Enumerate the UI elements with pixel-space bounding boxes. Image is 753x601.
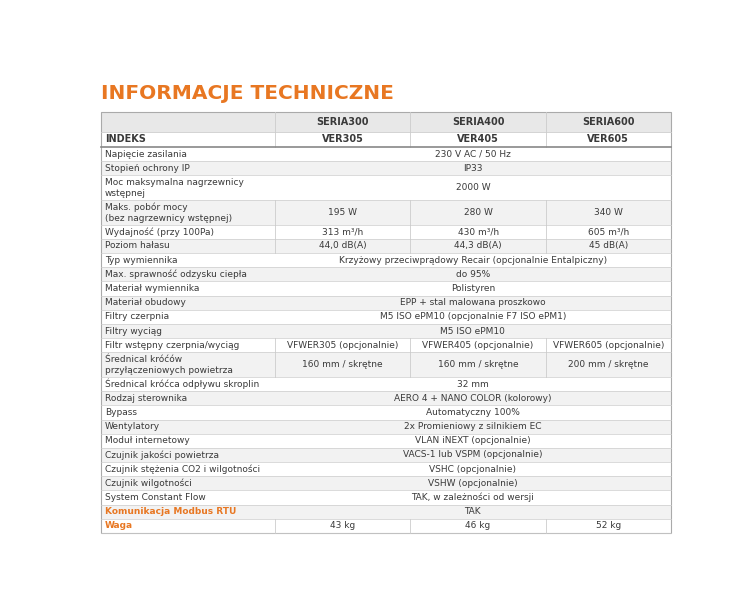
- Text: Poziom hałasu: Poziom hałasu: [105, 242, 169, 251]
- Text: Moduł internetowy: Moduł internetowy: [105, 436, 189, 445]
- Bar: [101, 253, 671, 267]
- Text: 52 kg: 52 kg: [596, 522, 621, 531]
- Bar: [101, 310, 671, 324]
- Bar: [101, 476, 671, 490]
- Text: Waga: Waga: [105, 522, 133, 531]
- Bar: [101, 200, 671, 225]
- Text: Moc maksymalna nagrzewnicy
wstępnej: Moc maksymalna nagrzewnicy wstępnej: [105, 178, 243, 198]
- Text: M5 ISO ePM10: M5 ISO ePM10: [441, 326, 505, 335]
- Text: do 95%: do 95%: [456, 270, 490, 279]
- Text: 280 W: 280 W: [464, 208, 492, 217]
- Text: 200 mm / skrętne: 200 mm / skrętne: [568, 360, 648, 369]
- Text: Materiał obudowy: Materiał obudowy: [105, 298, 185, 307]
- Text: VSHW (opcjonalnie): VSHW (opcjonalnie): [428, 479, 517, 488]
- Text: VFWER605 (opcjonalnie): VFWER605 (opcjonalnie): [553, 341, 664, 350]
- Text: VER405: VER405: [457, 135, 499, 144]
- Bar: [101, 519, 671, 533]
- Text: VFWER405 (opcjonalnie): VFWER405 (opcjonalnie): [422, 341, 534, 350]
- Text: Filtr wstępny czerpnia/wyciąg: Filtr wstępny czerpnia/wyciąg: [105, 341, 239, 350]
- Text: INDEKS: INDEKS: [105, 135, 145, 144]
- Text: Max. sprawność odzysku ciepła: Max. sprawność odzysku ciepła: [105, 270, 246, 279]
- Text: VER605: VER605: [587, 135, 630, 144]
- Text: 43 kg: 43 kg: [330, 522, 355, 531]
- Text: Polistyren: Polistyren: [451, 284, 495, 293]
- Text: Czujnik jakości powietrza: Czujnik jakości powietrza: [105, 450, 218, 460]
- Text: 32 mm: 32 mm: [457, 380, 489, 389]
- Text: System Constant Flow: System Constant Flow: [105, 493, 206, 502]
- Text: Automatyczny 100%: Automatyczny 100%: [426, 408, 520, 417]
- Text: VACS-1 lub VSPM (opcjonalnie): VACS-1 lub VSPM (opcjonalnie): [403, 451, 543, 460]
- Text: 2000 W: 2000 W: [456, 183, 490, 192]
- Text: 44,3 dB(A): 44,3 dB(A): [454, 242, 502, 251]
- Text: 2x Promieniowy z silnikiem EC: 2x Promieniowy z silnikiem EC: [404, 422, 541, 431]
- Text: Średnical króćca odpływu skroplin: Średnical króćca odpływu skroplin: [105, 379, 259, 389]
- Text: Materiał wymiennika: Materiał wymiennika: [105, 284, 199, 293]
- Text: 605 m³/h: 605 m³/h: [587, 227, 629, 236]
- Bar: [101, 462, 671, 476]
- Text: 195 W: 195 W: [328, 208, 357, 217]
- Bar: [101, 391, 671, 405]
- Text: Komunikacja Modbus RTU: Komunikacja Modbus RTU: [105, 507, 236, 516]
- Bar: [101, 281, 671, 296]
- Bar: [101, 296, 671, 310]
- Text: SERIA600: SERIA600: [582, 117, 635, 127]
- Text: Typ wymiennika: Typ wymiennika: [105, 255, 177, 264]
- Text: 45 dB(A): 45 dB(A): [589, 242, 628, 251]
- Text: 160 mm / skrętne: 160 mm / skrętne: [437, 360, 518, 369]
- Text: SERIA300: SERIA300: [316, 117, 369, 127]
- Bar: [101, 267, 671, 281]
- Text: Krzyżowy przeciwprądowy Recair (opcjonalnie Entalpiczny): Krzyżowy przeciwprądowy Recair (opcjonal…: [339, 255, 607, 264]
- Text: EPP + stal malowana proszkowo: EPP + stal malowana proszkowo: [400, 298, 546, 307]
- Bar: [101, 239, 671, 253]
- Text: Bypass: Bypass: [105, 408, 136, 417]
- Text: 313 m³/h: 313 m³/h: [322, 227, 364, 236]
- Bar: [101, 377, 671, 391]
- Text: VFWER305 (opcjonalnie): VFWER305 (opcjonalnie): [287, 341, 398, 350]
- Text: 340 W: 340 W: [594, 208, 623, 217]
- Bar: [101, 324, 671, 338]
- Text: VLAN iNEXT (opcjonalnie): VLAN iNEXT (opcjonalnie): [415, 436, 531, 445]
- Text: 46 kg: 46 kg: [465, 522, 491, 531]
- Text: Stopień ochrony IP: Stopień ochrony IP: [105, 164, 189, 173]
- Bar: [101, 147, 671, 161]
- Bar: [101, 352, 671, 377]
- Text: SERIA400: SERIA400: [452, 117, 505, 127]
- Text: Wydajność (przy 100Pa): Wydajność (przy 100Pa): [105, 227, 214, 237]
- Text: IP33: IP33: [463, 164, 483, 173]
- Text: VER305: VER305: [322, 135, 364, 144]
- Bar: [101, 434, 671, 448]
- Bar: [101, 132, 671, 147]
- Text: 160 mm / skrętne: 160 mm / skrętne: [303, 360, 383, 369]
- Text: 430 m³/h: 430 m³/h: [458, 227, 498, 236]
- Bar: [101, 505, 671, 519]
- Text: TAK, w zależności od wersji: TAK, w zależności od wersji: [411, 493, 535, 502]
- Bar: [101, 161, 671, 175]
- Bar: [101, 225, 671, 239]
- Bar: [101, 419, 671, 434]
- Bar: [101, 338, 671, 352]
- Bar: [101, 490, 671, 505]
- Text: INFORMACJE TECHNICZNE: INFORMACJE TECHNICZNE: [101, 84, 394, 103]
- Bar: [101, 112, 671, 132]
- Text: VSHC (opcjonalnie): VSHC (opcjonalnie): [429, 465, 517, 474]
- Text: Czujnik stężenia CO2 i wilgotności: Czujnik stężenia CO2 i wilgotności: [105, 465, 260, 474]
- Text: Wentylatory: Wentylatory: [105, 422, 160, 431]
- Text: Średnical króćów
przyłączeniowych powietrza: Średnical króćów przyłączeniowych powiet…: [105, 355, 233, 374]
- Text: TAK: TAK: [465, 507, 481, 516]
- Text: Napięcie zasilania: Napięcie zasilania: [105, 150, 187, 159]
- Text: Filtry czerpnia: Filtry czerpnia: [105, 313, 169, 322]
- Text: 44,0 dB(A): 44,0 dB(A): [319, 242, 367, 251]
- Text: Czujnik wilgotności: Czujnik wilgotności: [105, 478, 191, 488]
- Bar: [101, 405, 671, 419]
- Text: AERO 4 + NANO COLOR (kolorowy): AERO 4 + NANO COLOR (kolorowy): [394, 394, 552, 403]
- Bar: [101, 175, 671, 200]
- Text: Maks. pobór mocy
(bez nagrzewnicy wstępnej): Maks. pobór mocy (bez nagrzewnicy wstępn…: [105, 202, 232, 222]
- Bar: [101, 448, 671, 462]
- Text: Filtry wyciąg: Filtry wyciąg: [105, 326, 162, 335]
- Text: Rodzaj sterownika: Rodzaj sterownika: [105, 394, 187, 403]
- Text: 230 V AC / 50 Hz: 230 V AC / 50 Hz: [435, 150, 511, 159]
- Text: M5 ISO ePM10 (opcjonalnie F7 ISO ePM1): M5 ISO ePM10 (opcjonalnie F7 ISO ePM1): [380, 313, 566, 322]
